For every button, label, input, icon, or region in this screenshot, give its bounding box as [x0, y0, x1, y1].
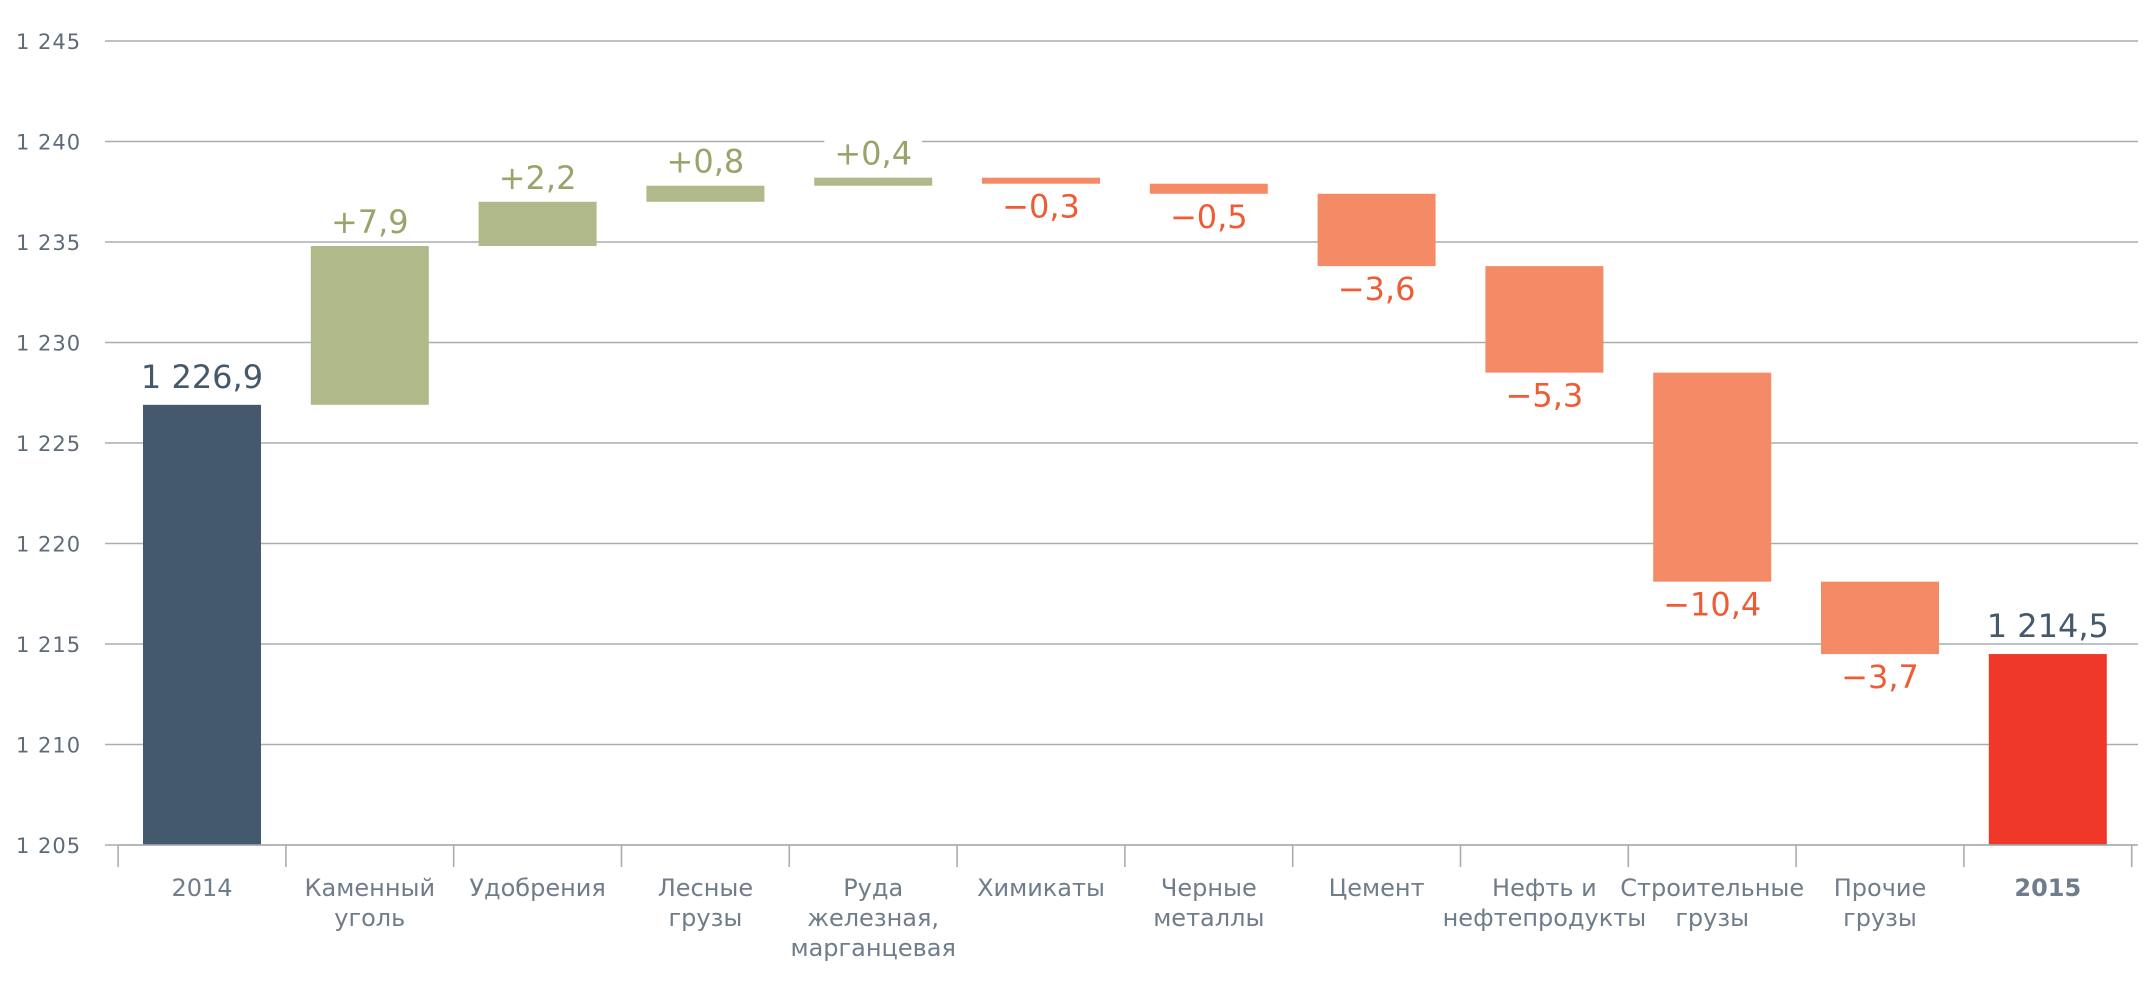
x-tick-label: Лесные грузы: [658, 874, 753, 932]
y-tick-label: 1 240: [16, 131, 81, 155]
x-tick-label-line: грузы: [1675, 904, 1749, 932]
y-tick-label: 1 245: [16, 30, 81, 54]
bars: [143, 177, 2107, 845]
x-tick-label: Прочие грузы: [1834, 874, 1927, 932]
x-tick-label: Строительные грузы: [1620, 874, 1804, 932]
x-tick-label: Черные металлы: [1153, 874, 1264, 932]
y-axis-tick-labels: 1 205 1 210 1 215 1 220 1 225 1 230 1 235 1 240…: [16, 30, 81, 858]
bar-decrease: [1485, 266, 1604, 373]
x-axis: [117, 844, 2136, 867]
data-label: +7,9: [331, 203, 409, 241]
data-label: −3,6: [1338, 270, 1416, 308]
x-tick-label-line: Лесные: [658, 874, 753, 902]
data-label: +0,8: [667, 143, 745, 181]
x-tick-label-line: Прочие: [1834, 874, 1927, 902]
x-tick-label-line: железная,: [807, 904, 939, 932]
x-tick-label-line: Черные: [1161, 874, 1257, 902]
bar-increase: [478, 201, 597, 247]
x-tick-label: Цемент: [1329, 874, 1425, 902]
x-tick-label-line: нефтепродукты: [1443, 904, 1647, 932]
data-label: −3,7: [1841, 658, 1919, 696]
y-tick-label: 1 215: [16, 633, 81, 657]
y-tick-label: 1 230: [16, 332, 81, 356]
bar-total: [143, 404, 261, 845]
data-label: −0,3: [1002, 188, 1080, 226]
x-tick-label-line: Химикаты: [977, 874, 1105, 902]
bar-decrease: [982, 177, 1100, 184]
x-tick-label: 2015: [2014, 874, 2081, 902]
x-tick-label-line: Руда: [843, 874, 903, 902]
data-label: −10,4: [1663, 586, 1761, 624]
data-label: 1 214,5: [1987, 607, 2109, 645]
label-background: [824, 138, 923, 169]
x-tick-label-line: Цемент: [1329, 874, 1425, 902]
x-tick-label: Каменный уголь: [305, 874, 436, 932]
x-tick-label-line: грузы: [1843, 904, 1917, 932]
x-tick-label-line: металлы: [1153, 904, 1264, 932]
bar-decrease: [1317, 193, 1436, 267]
gridlines: [105, 40, 2138, 846]
x-tick-label: Химикаты: [977, 874, 1105, 902]
x-tick-label: 2014: [171, 874, 232, 902]
y-tick-label: 1 235: [16, 231, 81, 255]
data-labels: 1 226,9 +7,9 +2,2 +0,8 +0,4 −0,3 −0,5 −3,6 −5,3 −…: [141, 135, 2109, 696]
y-tick-label: 1 210: [16, 734, 81, 758]
y-tick-label: 1 205: [16, 834, 81, 858]
bar-increase: [310, 246, 429, 405]
x-tick-label-line: марганцевая: [790, 934, 955, 962]
bar-total: [1988, 654, 2107, 845]
data-label: +0,4: [834, 135, 912, 173]
x-tick-label-line: 2014: [171, 874, 232, 902]
data-label: +2,2: [499, 159, 577, 197]
y-tick-label: 1 220: [16, 533, 81, 557]
bar-increase: [814, 177, 933, 186]
y-tick-label: 1 225: [16, 432, 81, 456]
bar-decrease: [1653, 372, 1772, 582]
x-tick-label: Руда железная, марганцевая: [790, 874, 955, 962]
data-label: 1 226,9: [141, 358, 263, 396]
data-label: −0,5: [1170, 198, 1248, 236]
x-tick-label: Нефть и нефтепродукты: [1443, 874, 1647, 932]
x-tick-label-line: уголь: [334, 904, 405, 932]
x-tick-label: Удобрения: [469, 874, 605, 902]
x-tick-label-line: 2015: [2014, 874, 2081, 902]
bar-decrease: [1149, 183, 1268, 194]
x-tick-label-line: Каменный: [305, 874, 436, 902]
x-tick-label-line: Нефть и: [1492, 874, 1597, 902]
x-tick-label-line: Строительные: [1620, 874, 1804, 902]
data-label: −5,3: [1506, 377, 1584, 415]
x-tick-label-line: грузы: [669, 904, 743, 932]
bar-increase: [646, 185, 765, 202]
bar-decrease: [1821, 581, 1939, 655]
x-tick-label-line: Удобрения: [469, 874, 605, 902]
